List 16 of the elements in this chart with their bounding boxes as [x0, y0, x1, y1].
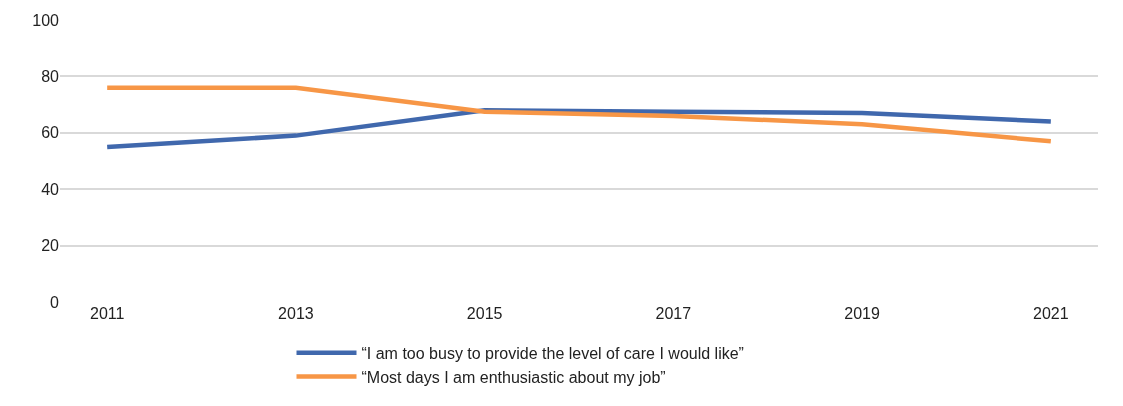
x-tick-label: 2021 [1033, 305, 1069, 322]
legend-label: “I am too busy to provide the level of care I would like” [361, 344, 744, 362]
y-tick-label: 20 [41, 237, 60, 255]
y-tick-label: 100 [32, 11, 60, 29]
x-tick-label: 2013 [278, 305, 314, 322]
y-tick-label: 80 [41, 68, 60, 85]
x-tick-label: 2019 [844, 305, 880, 322]
y-tick-label: 60 [41, 124, 60, 142]
y-tick-label: 0 [50, 293, 60, 311]
x-tick-label: 2015 [466, 305, 503, 322]
x-tick-label: 2011 [89, 305, 125, 322]
line-series [104, 107, 1054, 150]
line-series [104, 85, 1054, 144]
legend-label: “Most days I am enthusiastic about my job” [361, 368, 666, 386]
x-tick-label: 2017 [655, 305, 692, 322]
y-tick-label: 40 [41, 180, 60, 198]
